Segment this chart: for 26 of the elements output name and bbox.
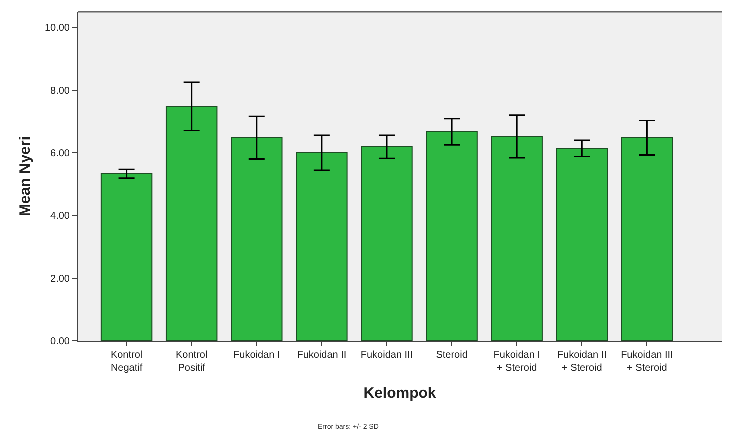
bar [100,173,153,341]
bar [426,132,478,341]
x-tick-label: Fukoidan III + Steroid [621,350,674,374]
x-tick-label: Kontrol Positif [176,350,208,374]
y-tick-label: 4.00 [50,211,70,222]
y-tick-label: 2.00 [50,274,70,285]
x-tick-label: Fukoidan I + Steroid [494,350,540,374]
y-tick-label: 8.00 [50,86,70,97]
x-tick-label: Fukoidan III [360,350,414,361]
y-tick-label: 0.00 [50,336,70,348]
x-tick-label: Fukoidan I [234,350,280,361]
bar [491,136,543,341]
x-tick-label: Fukoidan II [297,350,347,361]
y-tick-label: 10.00 [44,23,70,34]
bar [556,148,608,341]
x-tick-label: Steroid [436,350,468,361]
bar [621,137,674,341]
y-axis-title: Mean Nyeri [17,136,34,217]
bar [166,106,218,341]
bar [231,137,283,341]
x-axis-title: Kelompok [364,385,437,402]
bar [296,152,348,341]
bar [361,146,413,341]
y-tick-label: 6.00 [50,148,70,160]
x-tick-label: Kontrol Negatif [110,350,143,374]
x-tick-label: Fukoidan II + Steroid [557,350,607,374]
